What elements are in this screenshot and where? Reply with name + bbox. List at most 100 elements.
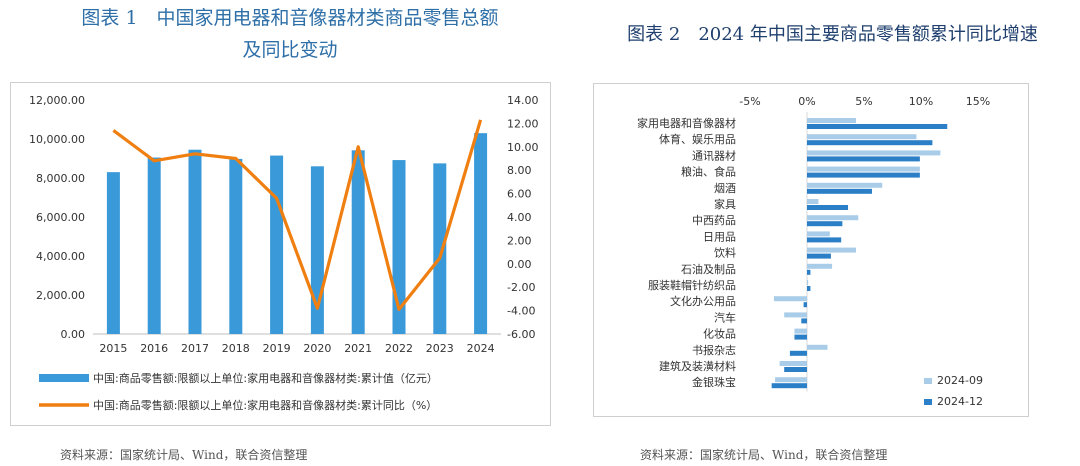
bar-2024-09	[807, 166, 920, 172]
bar-2024-09	[784, 312, 807, 318]
legend-swatch-2024-09	[924, 378, 932, 384]
bar-retail-value	[270, 155, 284, 334]
x-tick-label: 2023	[426, 342, 454, 355]
left-y-tick-label: 10,000.00	[29, 133, 85, 146]
right-y-tick-label: 2.00	[507, 234, 532, 247]
right-y-tick-label: 10.00	[507, 141, 539, 154]
x-tick-label: 10%	[909, 95, 933, 108]
x-tick-label: 2017	[181, 342, 209, 355]
x-tick-label: 5%	[855, 95, 872, 108]
right-y-tick-label: 4.00	[507, 211, 532, 224]
bar-2024-12	[807, 124, 948, 129]
category-label: 日用品	[703, 230, 736, 243]
bar-2024-12	[807, 221, 843, 227]
category-label: 金银珠宝	[692, 375, 736, 389]
legend-line-label: 中国:商品零售额:限额以上单位:家用电器和音像器材类:累计同比（%）	[93, 398, 437, 412]
bar-2024-09	[807, 344, 828, 350]
category-label: 文化办公用品	[670, 294, 736, 308]
bar-2024-12	[807, 188, 872, 194]
right-chart: -5% 0% 5% 10% 15% 家用电器和音像器材体育、娱乐用品通讯器材粮油、食品烟酒…	[637, 95, 990, 408]
bar-2024-12	[807, 237, 842, 243]
bar-2024-09	[773, 296, 807, 302]
legend-label-2024-09: 2024-09	[937, 374, 983, 387]
x-tick-label: 2021	[344, 342, 372, 355]
left-y-tick-label: 4,000.00	[36, 250, 85, 263]
bar-2024-09	[807, 118, 857, 123]
right-chart-panel: -5% 0% 5% 10% 15% 家用电器和音像器材体育、娱乐用品通讯器材粮油、食品烟酒…	[593, 83, 1029, 417]
x-tick-label: 2019	[263, 342, 291, 355]
bar-2024-09	[794, 328, 807, 334]
bar-2024-12	[807, 140, 933, 146]
bar-2024-09	[807, 150, 941, 156]
left-title-line2: 及同比变动	[242, 39, 338, 61]
bar-2024-12	[807, 205, 849, 210]
x-tick-label: 15%	[966, 95, 990, 108]
bar-2024-09	[807, 182, 883, 188]
category-label: 化妆品	[703, 327, 736, 341]
bar-retail-value	[433, 163, 447, 334]
category-label: 服装鞋帽针纺织品	[648, 278, 736, 292]
bar-2024-12	[807, 286, 811, 291]
category-label: 粮油、食品	[681, 165, 736, 179]
category-label: 书报杂志	[692, 343, 736, 357]
category-label: 体育、娱乐用品	[659, 132, 736, 146]
right-y-tick-label: 8.00	[507, 164, 532, 177]
right-y-tick-label: -4.00	[507, 305, 535, 318]
right-y-tick-label: 12.00	[507, 117, 539, 130]
bar-2024-09	[807, 280, 809, 285]
bar-2024-09	[807, 215, 859, 221]
category-label: 饮料	[714, 246, 736, 260]
right-title: 图表 2 2024 年中国主要商品零售额累计同比增速	[627, 24, 1038, 45]
legend-swatch-2024-12	[924, 399, 932, 405]
bar-2024-09	[779, 361, 807, 366]
x-tick-label: -5%	[739, 95, 760, 108]
line-yoy-growth	[112, 119, 483, 312]
bar-2024-12	[807, 253, 831, 259]
bar-2024-09	[807, 199, 819, 204]
bar-2024-12	[784, 367, 807, 372]
left-source: 资料来源：国家统计局、Wind，联合资信整理	[60, 448, 308, 462]
left-y-tick-label: 0.00	[61, 328, 86, 341]
x-tick-label: 0%	[798, 95, 815, 108]
bar-2024-09	[807, 134, 917, 140]
right-source: 资料来源：国家统计局、Wind，联合资信整理	[640, 448, 888, 462]
category-label: 中西药品	[692, 214, 736, 227]
bar-2024-12	[807, 172, 920, 178]
legend-bar-swatch	[39, 374, 89, 382]
x-tick-label: 2024	[467, 342, 495, 355]
category-label: 家具	[714, 197, 736, 211]
left-y-tick-label: 6,000.00	[36, 211, 85, 224]
bar-2024-09	[807, 231, 830, 237]
left-y-tick-label: 8,000.00	[36, 172, 85, 185]
bar-2024-12	[789, 350, 807, 356]
left-y-tick-label: 2,000.00	[36, 289, 85, 302]
left-chart: 0.00 2,000.00 4,000.00 6,000.00 8,000.00 10,0…	[29, 94, 539, 412]
category-label: 烟酒	[714, 181, 736, 195]
bar-2024-12	[771, 383, 807, 389]
bar-retail-value	[351, 150, 365, 334]
bar-2024-12	[803, 302, 807, 308]
right-y-tick-label: -6.00	[507, 328, 535, 341]
x-tick-label: 2018	[222, 342, 250, 355]
bar-2024-09	[775, 377, 807, 383]
left-chart-panel: 0.00 2,000.00 4,000.00 6,000.00 8,000.00 10,0…	[10, 82, 551, 426]
bar-2024-12	[807, 269, 811, 275]
bar-retail-value	[474, 133, 488, 334]
bar-2024-09	[807, 247, 857, 253]
category-label: 建筑及装潢材料	[659, 359, 736, 373]
bar-retail-value	[147, 157, 161, 334]
legend-label-2024-12: 2024-12	[937, 395, 983, 408]
bar-retail-value	[229, 158, 243, 334]
category-label: 通讯器材	[692, 148, 736, 162]
right-y-tick-label: 0.00	[507, 258, 532, 271]
bar-2024-12	[801, 318, 807, 324]
right-y-tick-label: -2.00	[507, 281, 535, 294]
bar-retail-value	[106, 172, 120, 334]
right-y-tick-label: 6.00	[507, 188, 532, 201]
category-label: 家用电器和音像器材	[637, 116, 736, 130]
bar-2024-12	[807, 156, 920, 162]
x-tick-label: 2020	[303, 342, 331, 355]
category-label: 石油及制品	[681, 262, 736, 276]
x-tick-label: 2022	[385, 342, 413, 355]
bar-2024-12	[794, 334, 807, 340]
